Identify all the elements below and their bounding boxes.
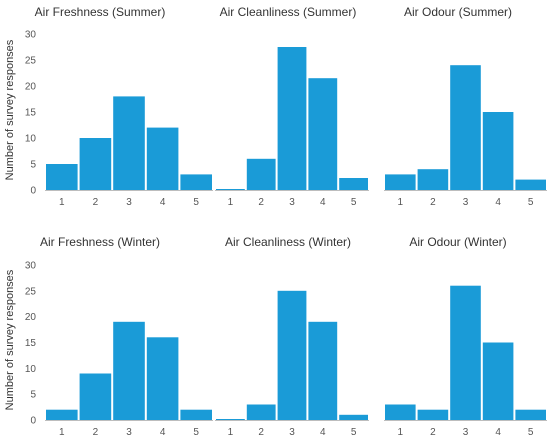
- bar-4: [482, 112, 514, 190]
- panel-air-freshness-summer: Air Freshness (Summer): [35, 5, 166, 19]
- x-tick-label: 3: [463, 427, 469, 438]
- bar-5: [339, 414, 368, 420]
- panel-title: Air Cleanliness (Summer): [220, 5, 357, 19]
- bar-1: [46, 164, 78, 190]
- bar-3: [277, 47, 307, 190]
- x-tick-label: 2: [93, 197, 99, 208]
- y-tick-label: 15: [25, 338, 37, 349]
- bar-4: [482, 342, 514, 420]
- bar-1: [46, 409, 78, 420]
- panel-air-odour-summer: Air Odour (Summer): [404, 5, 512, 19]
- x-tick-label: 4: [160, 197, 166, 208]
- bar-2: [79, 138, 112, 190]
- panel-title: Air Odour (Summer): [404, 5, 512, 19]
- x-tick-label: 4: [495, 197, 501, 208]
- x-tick-label: 5: [528, 197, 534, 208]
- bar-1: [216, 419, 245, 420]
- panel-title: Air Freshness (Winter): [40, 235, 160, 249]
- y-tick-label: 15: [25, 108, 37, 119]
- y-tick-label: 10: [25, 134, 37, 145]
- bar-3: [113, 96, 145, 190]
- y-tick-label: 0: [30, 416, 36, 427]
- bar-1: [385, 174, 416, 190]
- x-tick-label: 3: [463, 197, 469, 208]
- x-tick-label: 2: [430, 427, 436, 438]
- panel-marks-6: 1 2 3 4 5: [384, 285, 547, 438]
- bar-4: [308, 78, 338, 190]
- bar-5: [180, 409, 212, 420]
- y-tick-label: 30: [25, 30, 37, 41]
- x-tick-label: 4: [320, 197, 326, 208]
- bar-4: [146, 337, 179, 420]
- y-tick-label: 20: [25, 312, 37, 323]
- bar-3: [450, 65, 481, 190]
- bar-4: [146, 127, 179, 190]
- bar-5: [339, 178, 368, 190]
- x-tick-label: 2: [258, 427, 264, 438]
- panel-air-freshness-winter: Air Freshness (Winter): [40, 235, 160, 249]
- panel-air-cleanliness-summer: Air Cleanliness (Summer): [220, 5, 357, 19]
- panel-title: Air Freshness (Summer): [35, 5, 166, 19]
- bar-2: [79, 373, 112, 420]
- y-tick-label: 20: [25, 82, 37, 93]
- y-tick-label: 0: [30, 186, 36, 197]
- x-tick-label: 5: [528, 427, 534, 438]
- x-tick-label: 3: [126, 197, 132, 208]
- x-tick-label: 1: [398, 197, 404, 208]
- y-tick-label: 10: [25, 364, 37, 375]
- x-tick-label: 2: [93, 427, 99, 438]
- y-tick-label: 25: [25, 56, 37, 67]
- bar-3: [450, 285, 481, 420]
- x-tick-label: 3: [289, 427, 295, 438]
- x-tick-label: 1: [59, 427, 65, 438]
- x-tick-label: 4: [495, 427, 501, 438]
- panel-marks-4: 1 2 3 4 5 0 5 10 15 20 25 30: [25, 261, 213, 438]
- x-tick-label: 4: [320, 427, 326, 438]
- panel-air-cleanliness-winter: Air Cleanliness (Winter): [225, 235, 351, 249]
- bar-1: [216, 189, 245, 190]
- y-tick-label: 5: [30, 160, 36, 171]
- bar-2: [417, 409, 449, 420]
- panel-marks-3: 1 2 3 4 5: [384, 65, 547, 208]
- bar-3: [277, 290, 307, 420]
- x-tick-label: 5: [351, 427, 357, 438]
- panel-marks-2: 1 2 3 4 5: [215, 47, 369, 208]
- x-tick-label: 1: [228, 197, 234, 208]
- panel-air-odour-winter: Air Odour (Winter): [409, 235, 506, 249]
- x-tick-label: 5: [193, 197, 199, 208]
- panel-marks-1: 1 2 3 4 5 0 5 10 15 20 25 30: [25, 30, 213, 208]
- panel-title: Air Odour (Winter): [409, 235, 506, 249]
- panel-title: Air Cleanliness (Winter): [225, 235, 351, 249]
- x-tick-label: 2: [258, 197, 264, 208]
- y-axis-label: Number of survey responses: [4, 39, 16, 180]
- x-tick-label: 3: [289, 197, 295, 208]
- panel-marks-5: 1 2 3 4 5: [215, 290, 369, 438]
- bar-4: [308, 321, 338, 420]
- x-tick-label: 5: [193, 427, 199, 438]
- x-tick-label: 1: [228, 427, 234, 438]
- bar-2: [246, 158, 276, 190]
- bar-1: [385, 404, 416, 420]
- bar-2: [417, 169, 449, 190]
- bar-5: [515, 179, 546, 190]
- y-tick-label: 5: [30, 390, 36, 401]
- x-tick-label: 4: [160, 427, 166, 438]
- x-tick-label: 1: [398, 427, 404, 438]
- bar-5: [180, 174, 212, 190]
- y-tick-label: 25: [25, 286, 37, 297]
- x-tick-label: 2: [430, 197, 436, 208]
- x-tick-label: 5: [351, 197, 357, 208]
- bar-5: [515, 409, 546, 420]
- y-tick-label: 30: [25, 261, 37, 272]
- x-tick-label: 3: [126, 427, 132, 438]
- bar-2: [246, 404, 276, 420]
- y-axis-label: Number of survey responses: [4, 269, 16, 410]
- x-tick-label: 1: [59, 197, 65, 208]
- bar-3: [113, 321, 145, 420]
